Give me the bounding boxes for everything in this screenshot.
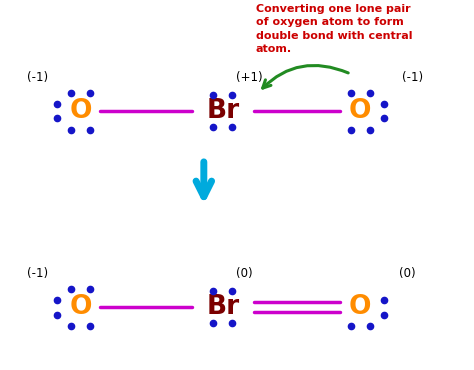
Text: Converting one lone pair
of oxygen atom to form
double bond with central
atom.: Converting one lone pair of oxygen atom …: [256, 4, 412, 54]
Text: (-1): (-1): [27, 71, 48, 84]
Text: Br: Br: [206, 98, 239, 124]
Text: (0): (0): [236, 267, 253, 280]
Text: (-1): (-1): [27, 267, 48, 280]
Text: (-1): (-1): [402, 71, 423, 84]
Text: (+1): (+1): [236, 71, 262, 84]
Text: Br: Br: [206, 294, 239, 320]
Text: O: O: [69, 294, 92, 320]
Text: O: O: [349, 98, 372, 124]
Text: (0): (0): [399, 267, 416, 280]
Text: O: O: [69, 98, 92, 124]
Text: O: O: [349, 294, 372, 320]
